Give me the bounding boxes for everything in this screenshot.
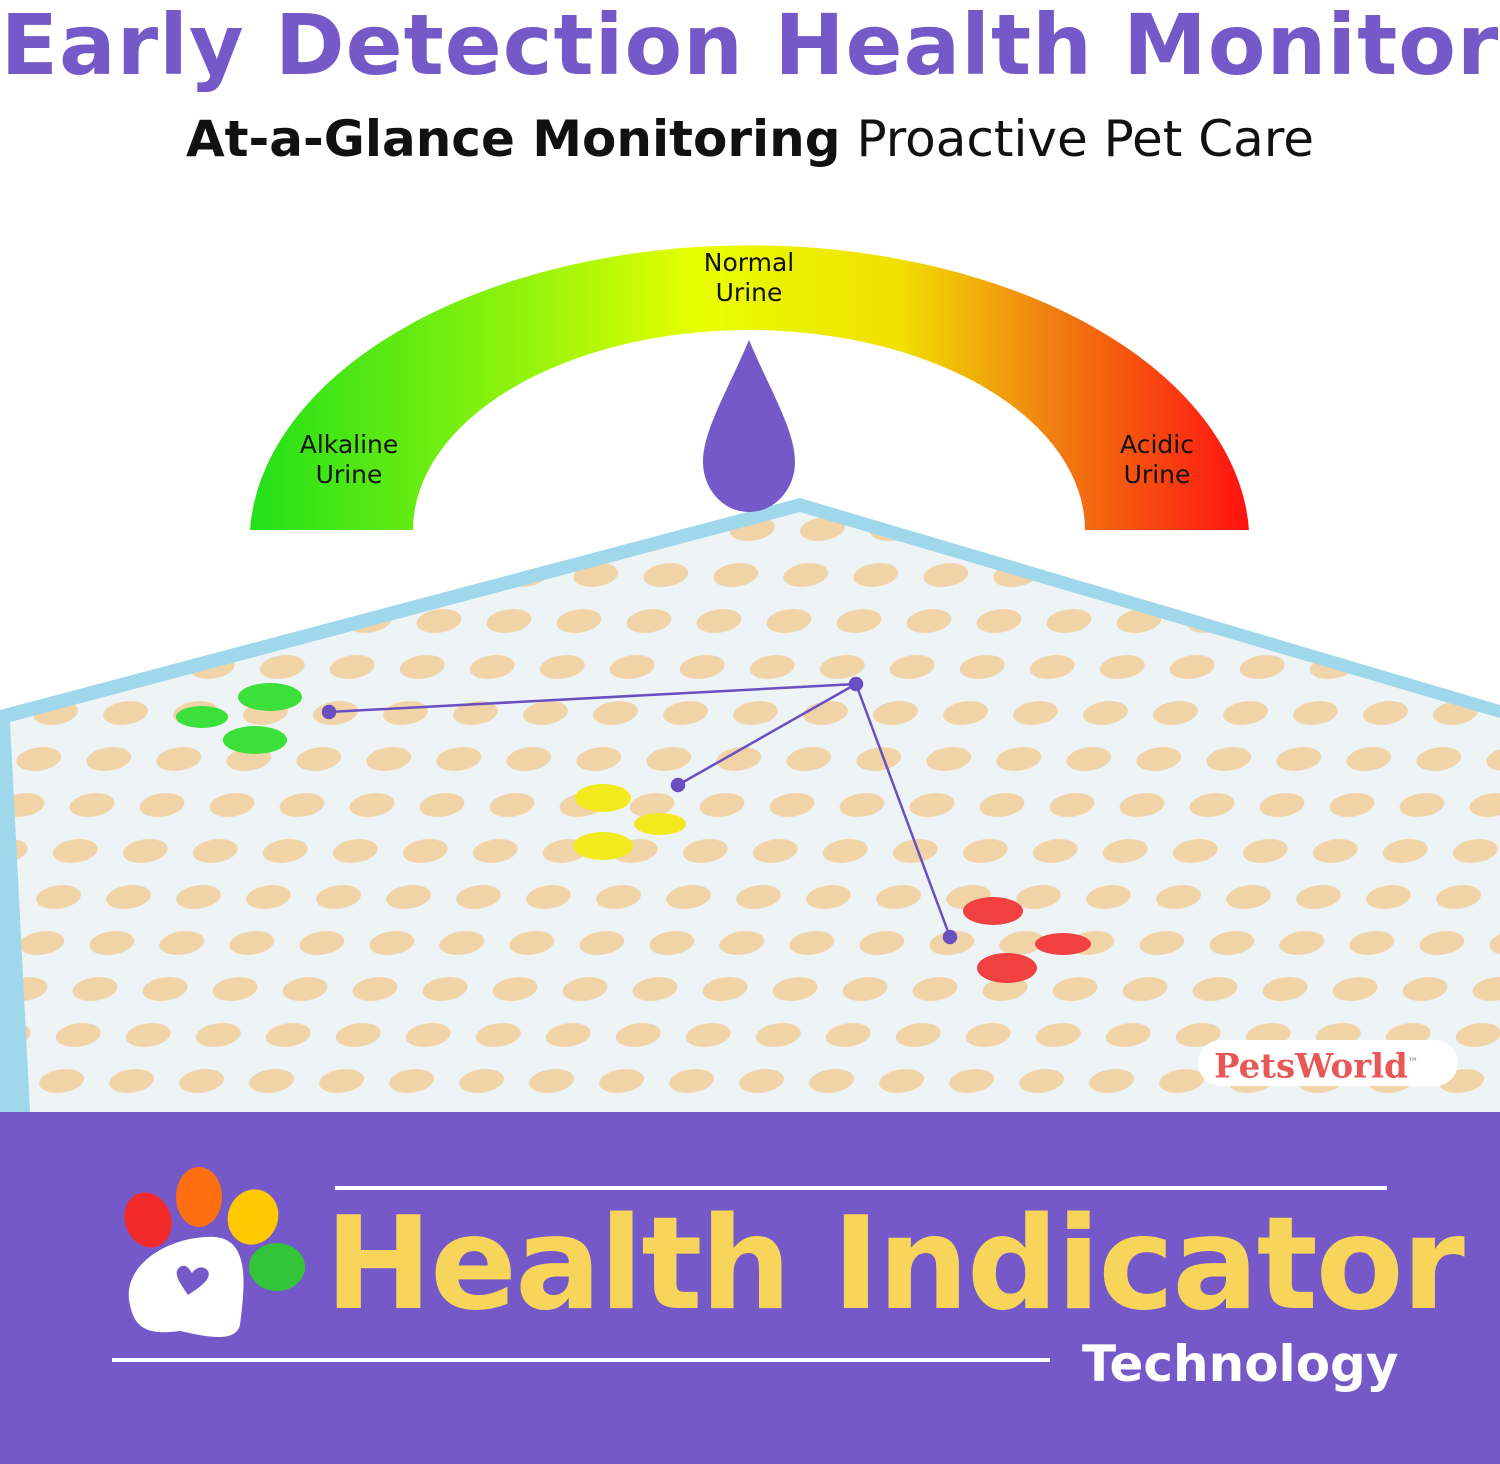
label-acidic: Acidic Urine [1120,430,1194,489]
subtitle-rest: Proactive Pet Care [856,110,1315,168]
stains-acidic [963,897,1091,983]
subtitle-bold: At-a-Glance Monitoring [185,110,841,168]
page-title: Early Detection Health Monitor [0,0,1500,94]
illustration [0,245,1500,1112]
banner-tagline: Technology [1082,1335,1399,1393]
brand-logo: PetsWorld™ [1198,1040,1458,1086]
paw-icon [124,1167,305,1338]
top-rule [335,1186,1387,1190]
connector-lines [321,676,958,945]
label-alkaline: Alkaline Urine [299,430,399,489]
pad-surface [10,512,1500,1112]
banner-headline: Health Indicator [325,1190,1465,1339]
ph-gauge-arc [250,245,1249,530]
banner [0,1112,1500,1464]
drop-icon [703,340,795,512]
bottom-rule [112,1358,1050,1362]
subtitle: At-a-Glance Monitoring Proactive Pet Car… [0,110,1500,168]
stains-alkaline [176,683,302,754]
label-normal: Normal Urine [703,248,795,307]
stains-normal [573,784,686,860]
